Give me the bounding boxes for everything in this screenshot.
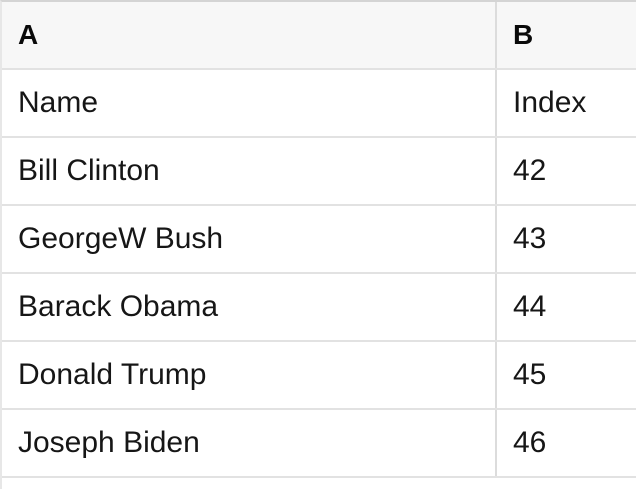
table-row: Bill Clinton 42	[2, 138, 636, 206]
table-row: Joseph Biden 46	[2, 410, 636, 478]
cell-name-donald-trump[interactable]: Donald Trump	[2, 342, 497, 408]
cell-index-46[interactable]: 46	[513, 426, 547, 459]
cell-name-bill-clinton[interactable]: Bill Clinton	[2, 138, 497, 204]
cell-name-joseph-biden[interactable]: Joseph Biden	[2, 410, 497, 476]
cell-index-45[interactable]: 45	[513, 358, 547, 391]
column-header-a[interactable]: A	[2, 2, 497, 68]
cell-index-label[interactable]: Index	[513, 86, 587, 119]
cell-index-44[interactable]: 44	[513, 290, 547, 323]
cell-name-label[interactable]: Name	[2, 70, 497, 136]
table-row: GeorgeW Bush 43	[2, 206, 636, 274]
cell-index-43[interactable]: 43	[513, 222, 547, 255]
cell-index-42[interactable]: 42	[513, 154, 547, 187]
column-header-b[interactable]: B	[513, 19, 534, 50]
cell-name-georgew-bush[interactable]: GeorgeW Bush	[2, 206, 497, 272]
table-row: Name Index	[2, 70, 636, 138]
header-row: A B	[2, 2, 636, 70]
table-row: Barack Obama 44	[2, 274, 636, 342]
table-row: Donald Trump 45	[2, 342, 636, 410]
cell-name-barack-obama[interactable]: Barack Obama	[2, 274, 497, 340]
